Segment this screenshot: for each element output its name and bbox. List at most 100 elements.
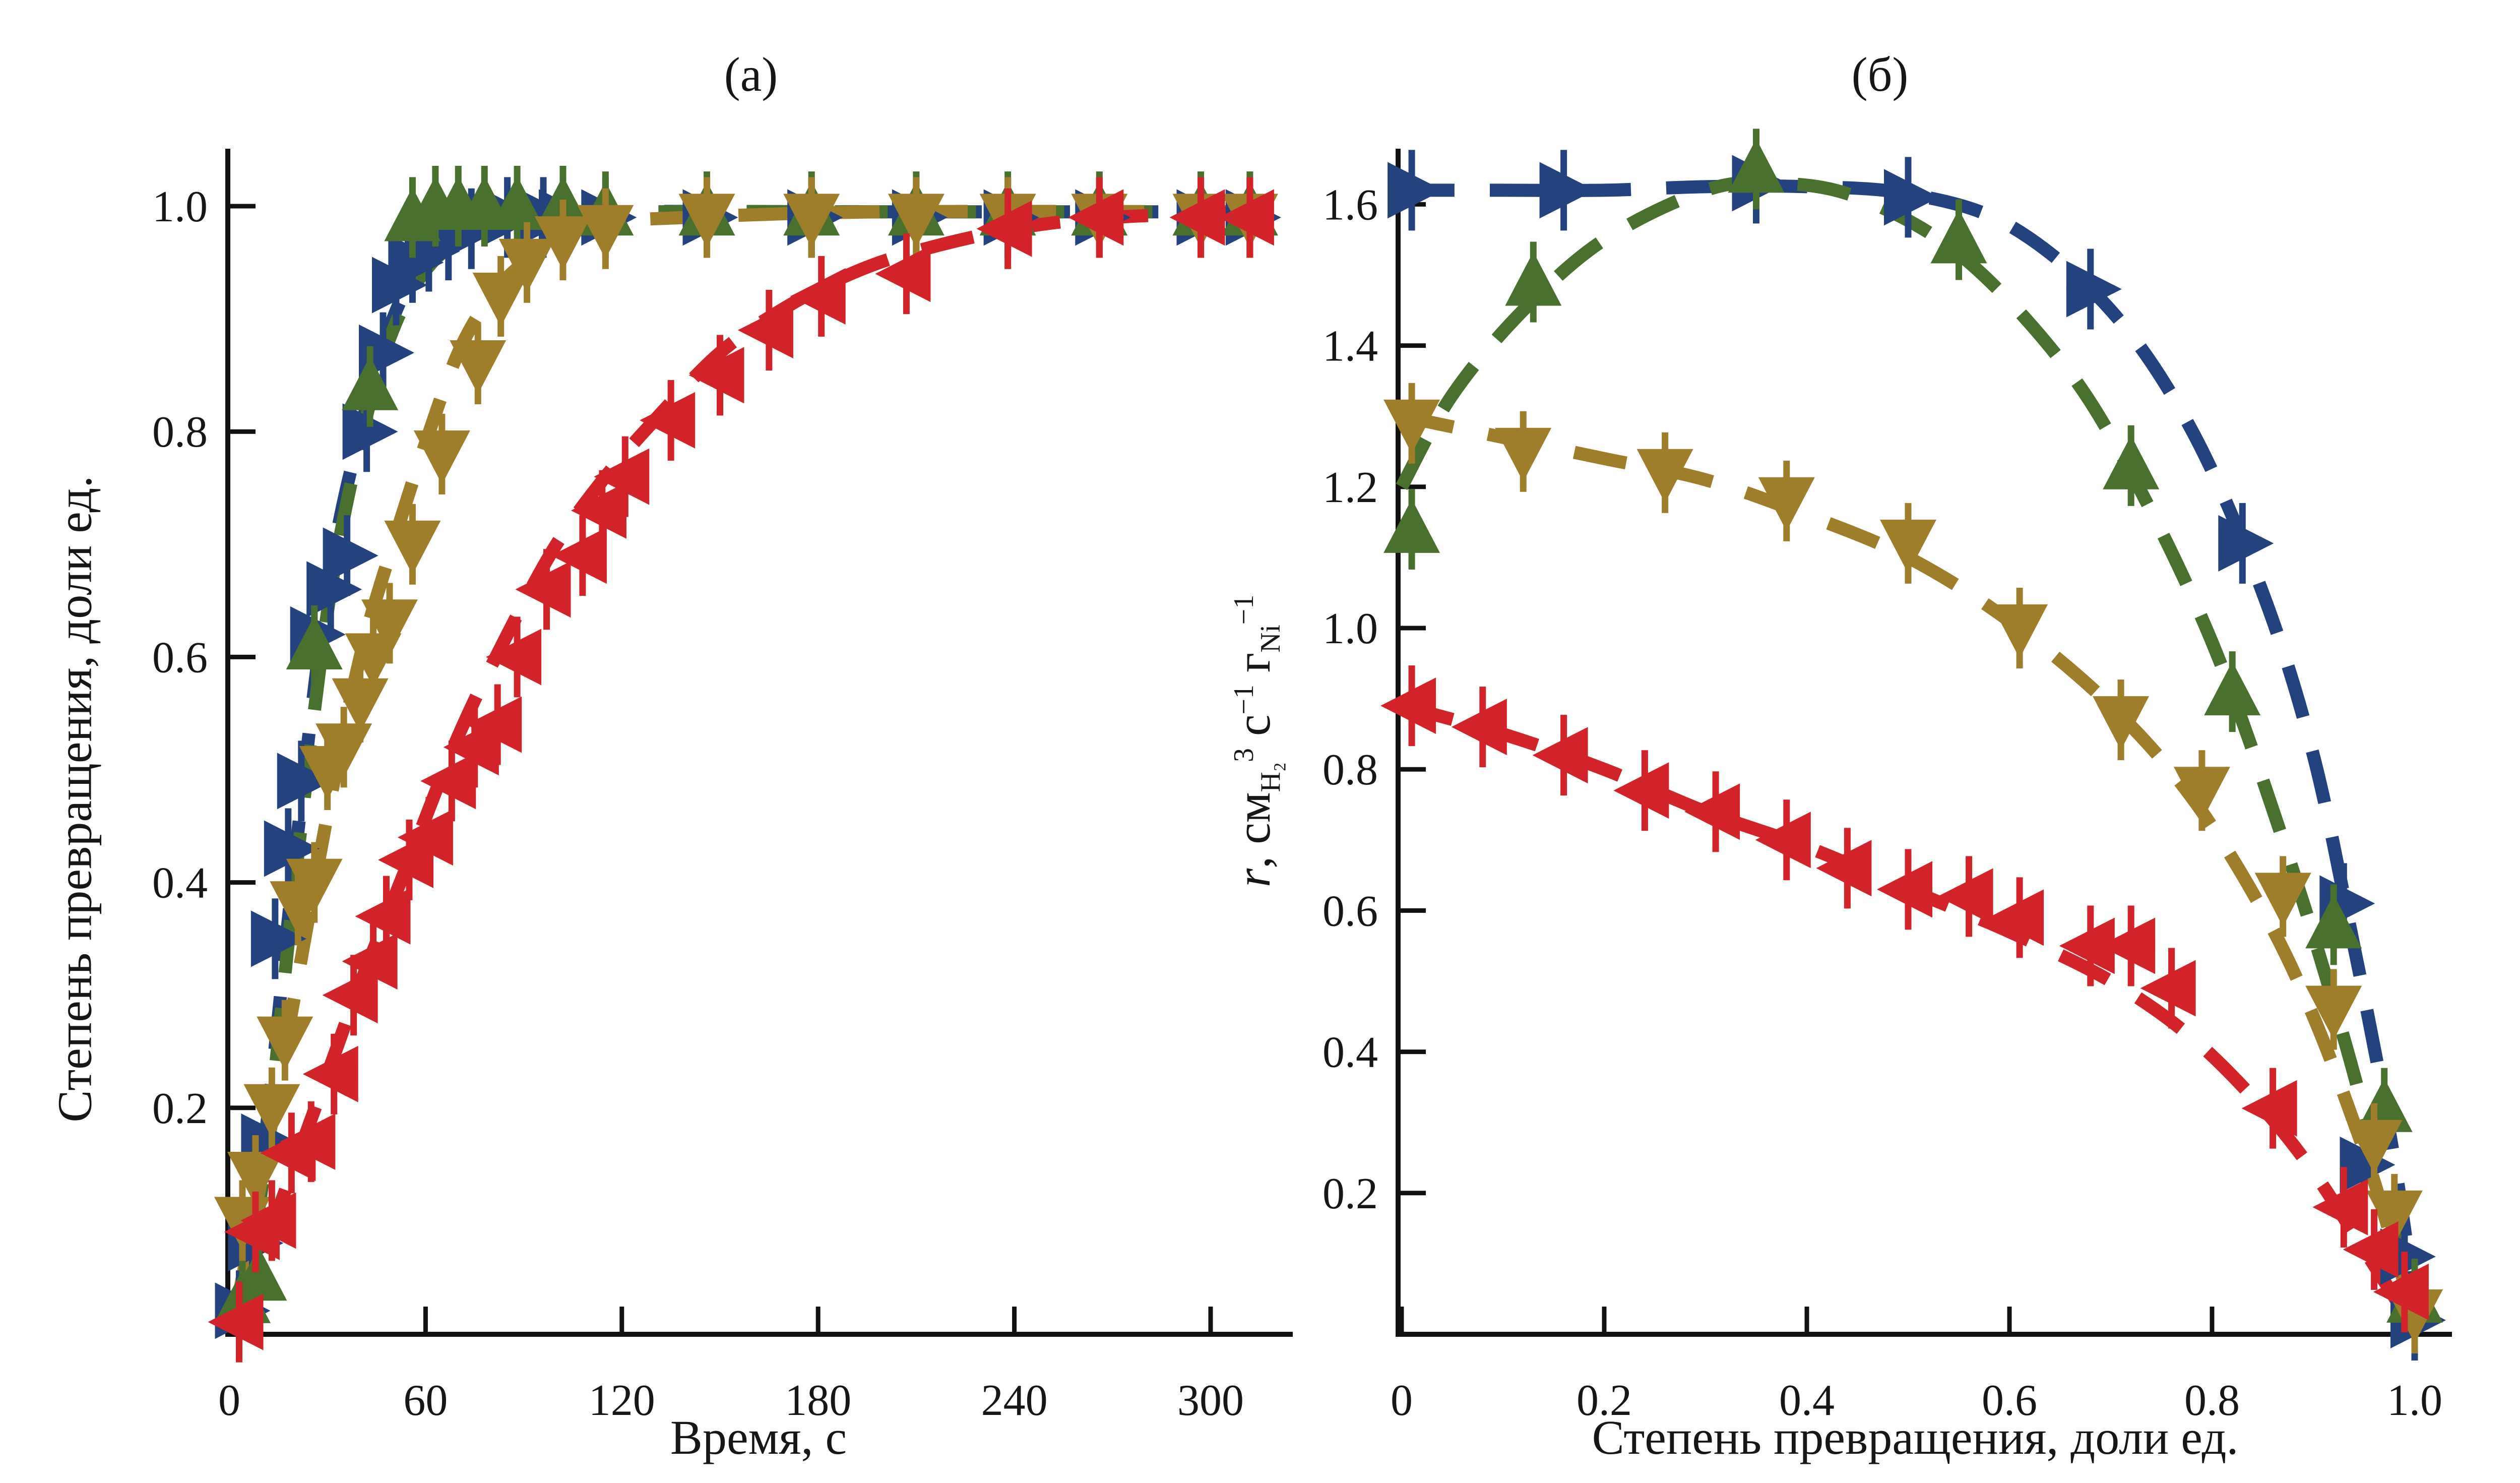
x-tick-label: 60 bbox=[403, 1376, 448, 1425]
series-red-data-point-marker bbox=[790, 268, 846, 325]
series-yellow-data-point-marker bbox=[286, 858, 343, 913]
series-red-data-point-marker bbox=[640, 392, 696, 449]
series-green-data-point-marker bbox=[1930, 209, 1987, 264]
series-red-data-point-marker bbox=[1877, 861, 1932, 918]
ylabel-segment-7: Ni bbox=[1255, 625, 1287, 653]
x-tick-label: 300 bbox=[1177, 1376, 1244, 1425]
series-green-data-point-marker bbox=[1505, 252, 1562, 306]
series-red-data-point-marker bbox=[737, 302, 793, 358]
series-red-data-point-marker bbox=[208, 1293, 264, 1350]
series-yellow-data-point-marker bbox=[678, 194, 735, 248]
ylabel-segment-1: , см bbox=[1226, 792, 1280, 869]
series-red-data-point-marker bbox=[2059, 917, 2115, 974]
series-yellow-data-point-marker bbox=[1636, 449, 1693, 503]
y-tick-label: 0.2 bbox=[152, 1084, 208, 1133]
series-green-fit-line bbox=[1396, 175, 2421, 1322]
series-yellow-data-point-marker bbox=[1495, 427, 1552, 482]
series-red-data-point-marker bbox=[1218, 189, 1274, 246]
series-blue-fit-line bbox=[1402, 179, 2421, 1321]
series-red-data-point-marker bbox=[1169, 189, 1225, 246]
series-red-data-point-marker bbox=[1816, 840, 1872, 897]
series-blue-data-point-marker bbox=[372, 257, 427, 314]
ylabel-segment-4: с bbox=[1226, 714, 1280, 748]
series-blue-data-point-marker bbox=[264, 820, 320, 877]
series-yellow-data-point-marker bbox=[498, 238, 555, 293]
panel-a: 0 60 120 180 240 300 0.2 0.4 0.6 0.8 1.0 bbox=[152, 149, 1293, 1425]
series-blue-fit-line bbox=[229, 205, 1260, 1312]
series-blue-data-point-marker bbox=[1884, 169, 1939, 226]
series-blue-data-point-marker bbox=[1539, 162, 1595, 219]
series-blue-data-point-marker bbox=[306, 561, 362, 618]
series-yellow-data-point-marker bbox=[577, 205, 634, 259]
series-green-data-point-marker bbox=[2103, 435, 2160, 489]
x-tick-label: 0.2 bbox=[1577, 1376, 1632, 1425]
series-red-data-point-marker bbox=[2373, 1263, 2429, 1320]
series-blue-markers bbox=[215, 177, 1281, 1351]
series-red-data-point-marker bbox=[976, 200, 1032, 257]
series-yellow-data-point-marker bbox=[2366, 1190, 2423, 1245]
series-red-data-point-marker bbox=[1937, 868, 1993, 925]
series-red-data-point-marker bbox=[2343, 1221, 2399, 1278]
series-red-markers bbox=[1380, 665, 2429, 1332]
series-green-data-point-marker bbox=[489, 176, 546, 230]
series-blue-data-point-marker bbox=[2066, 261, 2122, 318]
y-tick-label: 0.6 bbox=[152, 633, 208, 682]
series-yellow-fit-line bbox=[229, 205, 1260, 1312]
series-blue-data-point-marker bbox=[250, 910, 306, 967]
x-tick-label: 0 bbox=[1391, 1376, 1413, 1425]
series-red-data-point-marker bbox=[1380, 677, 1436, 734]
ylabel-segment-3: 3 bbox=[1228, 748, 1259, 762]
series-red-fit-line bbox=[229, 205, 1260, 1325]
series-red-data-point-marker bbox=[875, 245, 931, 302]
series-yellow-fit-line bbox=[1400, 409, 2421, 1322]
series-yellow-data-point-marker bbox=[1758, 477, 1815, 531]
x-tick-label: 120 bbox=[589, 1376, 655, 1425]
series-yellow-data-point-marker bbox=[472, 272, 529, 327]
ylabel-segment-6: г bbox=[1226, 652, 1280, 685]
series-red-data-point-marker bbox=[1755, 812, 1811, 869]
series-blue-data-point-marker bbox=[277, 753, 333, 810]
series-yellow-data-point-marker bbox=[783, 194, 840, 248]
y-tick-label: 1.6 bbox=[1322, 180, 1378, 229]
series-yellow-data-point-marker bbox=[2093, 696, 2150, 751]
series-green-data-point-marker bbox=[2356, 1078, 2413, 1132]
series-red-data-point-marker bbox=[280, 1113, 336, 1170]
x-tick-label: 1.0 bbox=[2387, 1376, 2442, 1425]
ylabel-segment-0: r bbox=[1226, 868, 1280, 888]
series-yellow-data-point-marker bbox=[361, 599, 418, 654]
series-red-data-point-marker bbox=[1684, 783, 1740, 840]
series-blue-data-point-marker bbox=[1388, 162, 1443, 219]
series-yellow-data-point-marker bbox=[1383, 399, 1440, 454]
series-green-data-point-marker bbox=[1728, 139, 1785, 193]
series-red-data-point-marker bbox=[551, 527, 607, 584]
y-tick-label: 1.0 bbox=[152, 182, 208, 231]
panel-b-title: (б) bbox=[1851, 47, 1909, 101]
series-yellow-data-point-marker bbox=[1991, 604, 2048, 658]
series-green-data-point-marker bbox=[342, 356, 399, 410]
series-yellow-data-point-marker bbox=[2346, 1120, 2403, 1174]
series-blue-data-point-marker bbox=[2340, 1136, 2396, 1193]
x-tick-label: 0.4 bbox=[1779, 1376, 1835, 1425]
series-red-data-point-marker bbox=[688, 347, 744, 404]
series-yellow-data-point-marker bbox=[2254, 873, 2311, 927]
series-red-data-point-marker bbox=[322, 967, 378, 1024]
series-yellow-data-point-marker bbox=[450, 340, 507, 394]
series-yellow-markers bbox=[1383, 383, 2443, 1353]
series-red-data-point-marker bbox=[2100, 917, 2156, 974]
series-red-data-point-marker bbox=[420, 753, 476, 810]
y-tick-label: 0.2 bbox=[1322, 1169, 1378, 1218]
series-red-data-point-marker bbox=[486, 629, 542, 686]
y-tick-label: 0.8 bbox=[152, 408, 208, 457]
series-yellow-data-point-marker bbox=[243, 1084, 300, 1138]
x-tick-label: 0 bbox=[218, 1376, 240, 1425]
series-yellow-data-point-marker bbox=[413, 430, 470, 484]
panel-a-title: (а) bbox=[724, 47, 778, 101]
series-green-fit-line bbox=[229, 205, 1260, 1324]
y-tick-label: 0.8 bbox=[1322, 746, 1378, 794]
series-red-data-point-marker bbox=[397, 809, 453, 866]
x-tick-label: 0.8 bbox=[2184, 1376, 2240, 1425]
series-red-data-point-marker bbox=[1532, 727, 1588, 784]
panel-a-yaxis-label: Степень превращения, доли ед. bbox=[47, 475, 102, 1123]
series-red-data-point-marker bbox=[302, 1045, 358, 1102]
series-yellow-data-point-marker bbox=[2173, 767, 2230, 821]
